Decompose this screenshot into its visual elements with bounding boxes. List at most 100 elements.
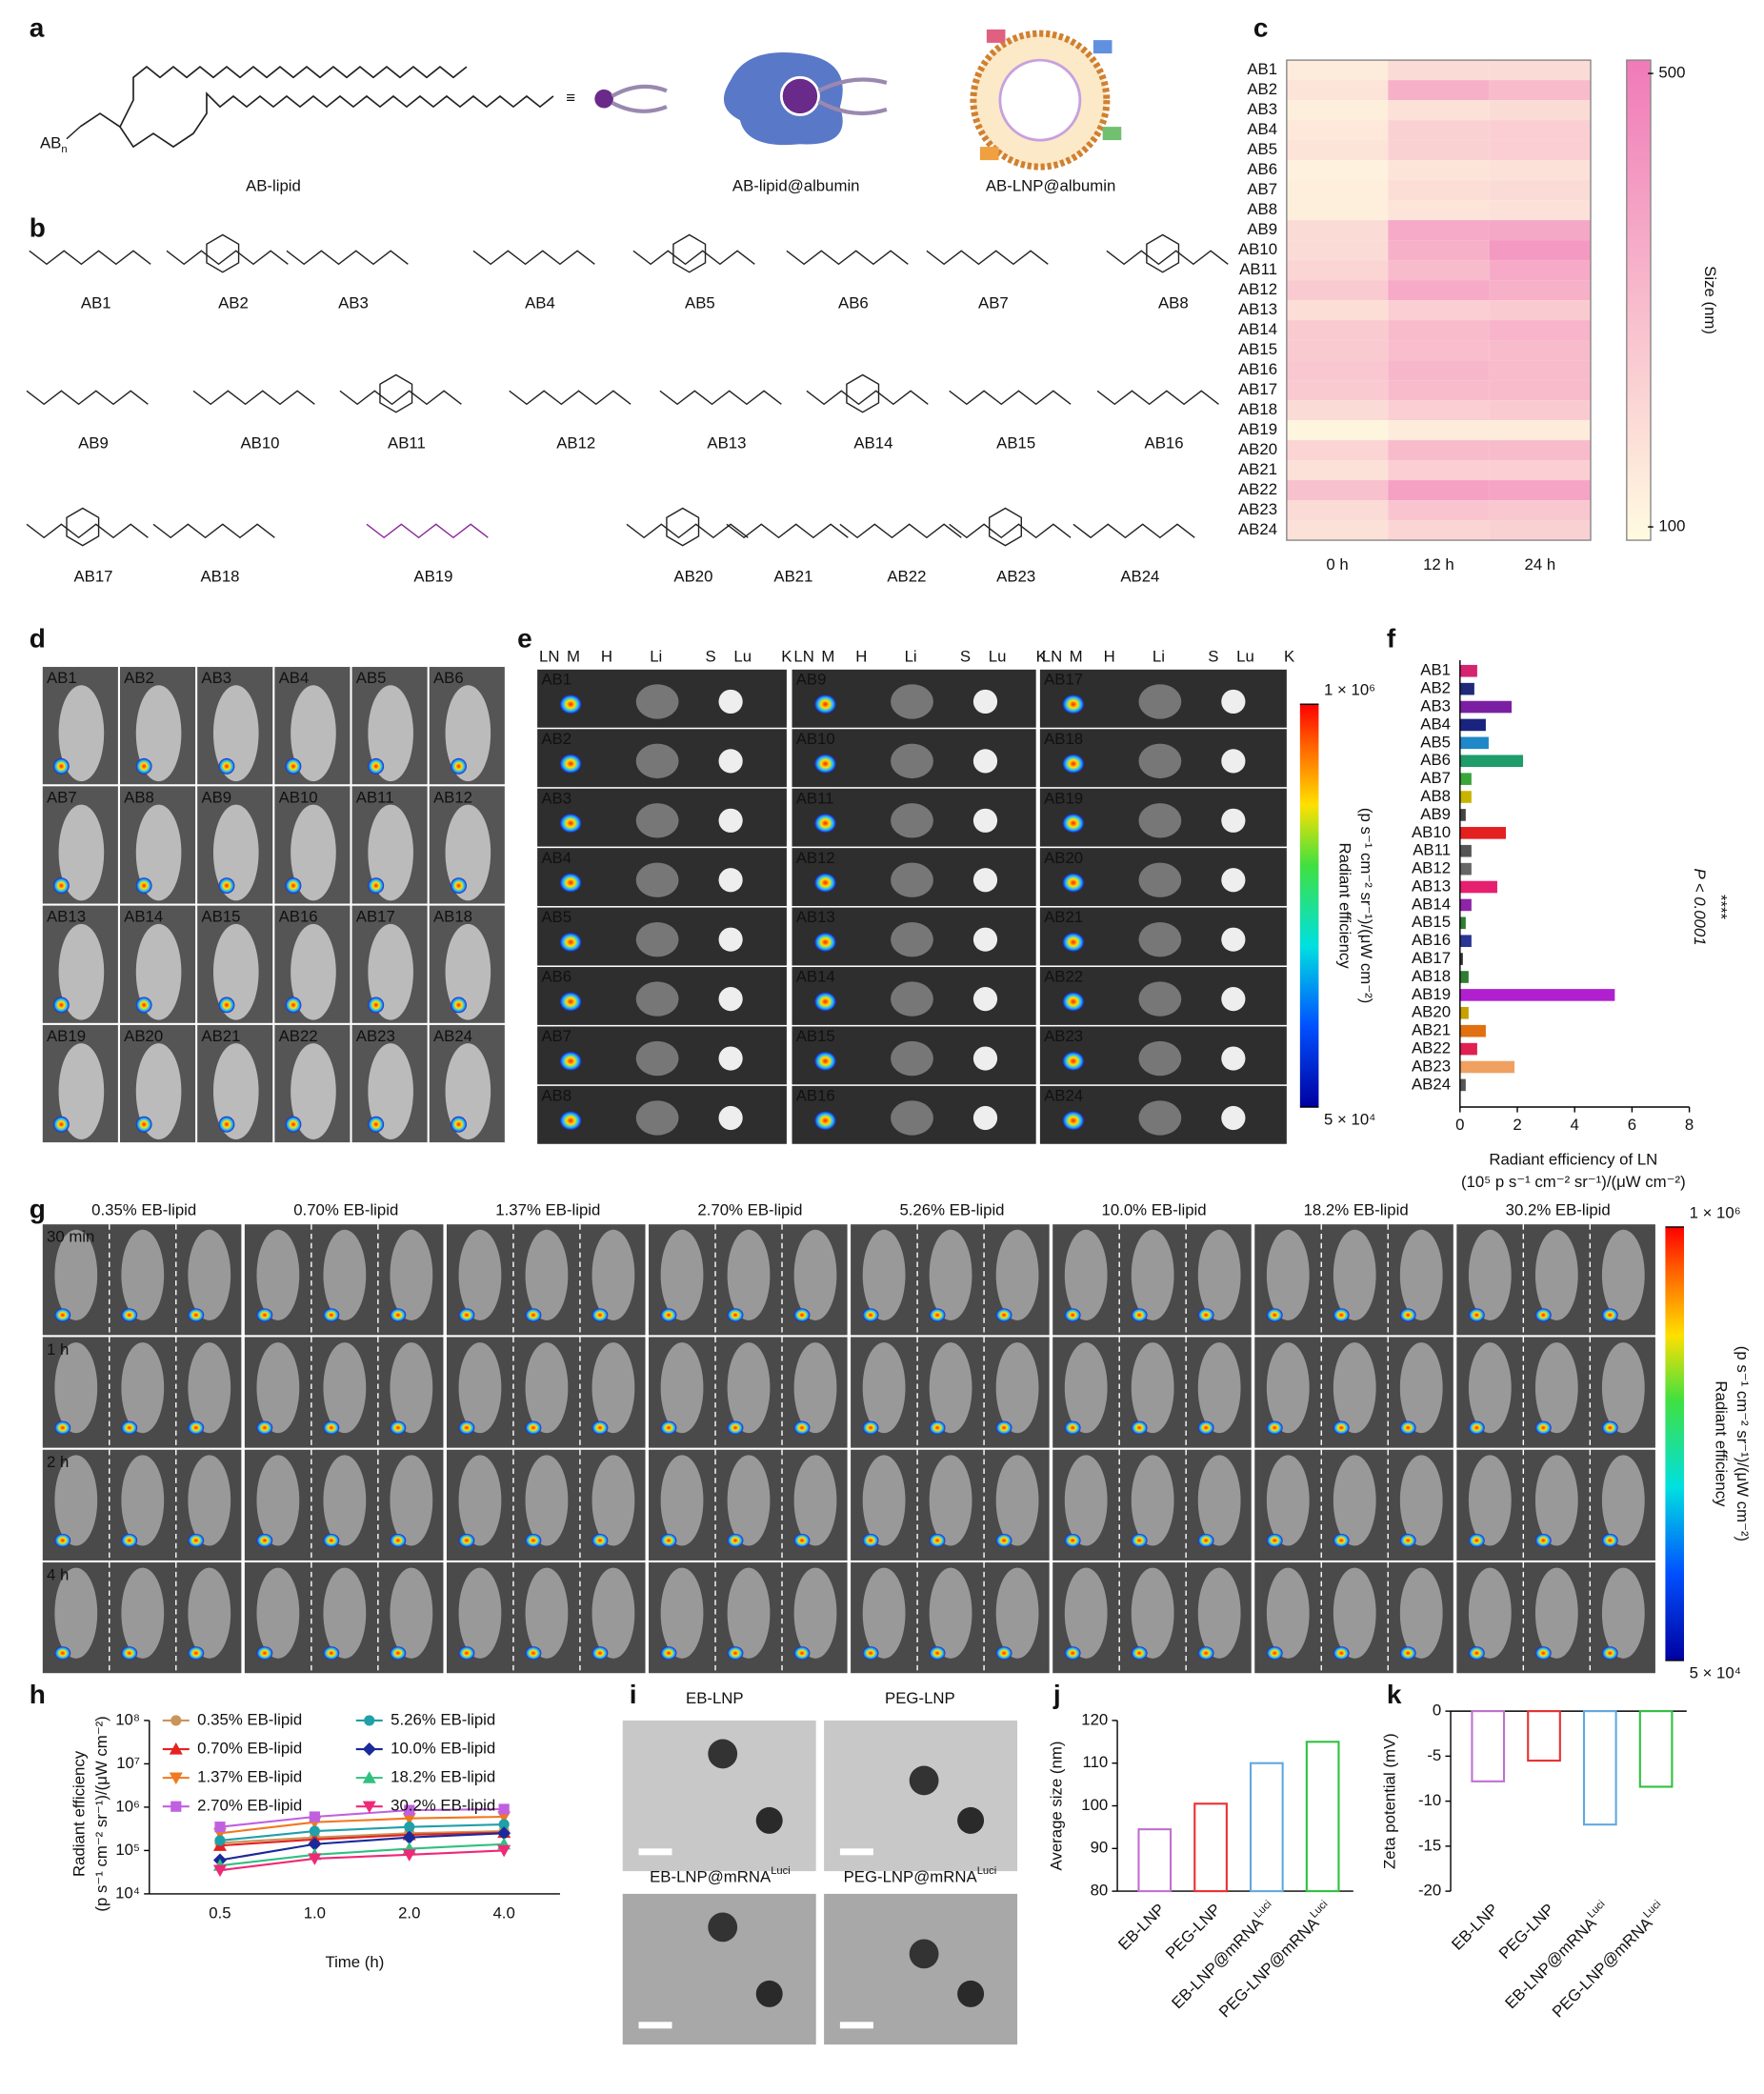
organ-label: K (781, 648, 792, 666)
heat-cell (1388, 100, 1490, 121)
image-label: AB17 (1044, 670, 1083, 688)
mouse (525, 1455, 569, 1546)
mouse (368, 685, 413, 782)
signal (368, 1116, 385, 1133)
mouse (54, 1455, 98, 1546)
mouse (256, 1567, 300, 1659)
lung (972, 1046, 998, 1071)
albumin-icon (594, 29, 1122, 171)
signal (256, 1420, 273, 1435)
mouse (1534, 1567, 1578, 1659)
mouse (1197, 1567, 1241, 1659)
structure (949, 523, 1072, 539)
legend-label: 0.35% EB-lipid (197, 1710, 302, 1728)
bar (1459, 1007, 1469, 1019)
heat-cell (1286, 240, 1389, 261)
mouse (135, 1043, 182, 1139)
group-label: 5.26% EB-lipid (899, 1201, 1004, 1219)
lung (718, 689, 743, 715)
structure (626, 523, 749, 539)
image-label: AB14 (124, 908, 163, 926)
signal (1601, 1646, 1618, 1661)
mouse (591, 1567, 635, 1659)
signal (135, 997, 152, 1014)
mouse (1399, 1567, 1443, 1659)
signal (368, 997, 385, 1014)
row-label: AB4 (1247, 120, 1277, 138)
signal (121, 1308, 138, 1322)
panel-letter: b (30, 212, 46, 242)
row-label: AB3 (1247, 100, 1277, 118)
image-label: AB9 (201, 788, 231, 806)
tem-image (824, 1893, 1018, 2045)
heat-cell (1388, 420, 1490, 441)
heat-cell (1286, 120, 1389, 141)
particle (909, 1939, 939, 1969)
marker (498, 1803, 510, 1815)
signal (52, 1116, 70, 1133)
row-label: AB1 (1247, 60, 1277, 78)
image-label: AB19 (47, 1027, 86, 1045)
liver (891, 803, 933, 838)
compound-label: AB22 (887, 568, 926, 586)
compound-label: AB21 (773, 568, 812, 586)
signal (1062, 695, 1085, 715)
mouse (212, 923, 259, 1020)
structure (1106, 250, 1229, 266)
heat-cell (1388, 180, 1490, 201)
particle (957, 1980, 985, 2007)
mouse (121, 1229, 165, 1320)
image-label: AB3 (201, 669, 231, 687)
signal (458, 1420, 475, 1435)
signal (323, 1308, 340, 1322)
row-label: AB1 (1420, 661, 1451, 679)
compound-label: AB8 (1158, 294, 1189, 312)
signal (188, 1533, 205, 1547)
panel-letter: g (30, 1195, 46, 1224)
row-label: AB5 (1247, 140, 1277, 158)
lung (972, 808, 998, 833)
signal (1399, 1420, 1416, 1435)
signal (1333, 1533, 1350, 1547)
marker (212, 1864, 227, 1878)
image-label: AB15 (796, 1027, 835, 1045)
signal (135, 1116, 152, 1133)
row-label: AB7 (1247, 180, 1277, 198)
image-label: AB20 (1044, 849, 1083, 867)
image-title: EB-LNP@mRNALuci (650, 1865, 791, 1885)
signal (323, 1646, 340, 1661)
heat-cell (1489, 480, 1592, 501)
mouse (793, 1342, 837, 1434)
marker (308, 1853, 322, 1865)
structure (926, 250, 1049, 266)
signal (814, 992, 836, 1012)
liver (1138, 981, 1182, 1017)
bar (1459, 827, 1506, 839)
structure (632, 250, 755, 266)
y-tick-label: 80 (1091, 1882, 1109, 1900)
organ-label: Li (650, 648, 662, 666)
particle (957, 1806, 985, 1834)
mouse (1266, 1229, 1310, 1320)
colorbar-tick-label: 5 × 10⁴ (1690, 1663, 1741, 1681)
mouse (1266, 1455, 1310, 1546)
row-label: AB24 (1412, 1075, 1451, 1093)
signal (1266, 1646, 1283, 1661)
heat-cell (1489, 300, 1592, 321)
signal (390, 1646, 407, 1661)
structure (152, 523, 275, 539)
scale-bar (839, 2022, 873, 2029)
image-title: PEG-LNP (885, 1689, 955, 1707)
image-label: AB11 (796, 789, 834, 807)
mouse (390, 1455, 433, 1546)
y-tick-label: 90 (1091, 1839, 1109, 1857)
lung (1221, 808, 1246, 833)
marker (497, 1826, 511, 1841)
structure (286, 250, 409, 266)
mouse (1131, 1342, 1174, 1434)
mouse (58, 804, 105, 901)
lung (972, 689, 998, 715)
signal (451, 1116, 467, 1133)
liver (1138, 862, 1182, 897)
mouse (1333, 1342, 1376, 1434)
